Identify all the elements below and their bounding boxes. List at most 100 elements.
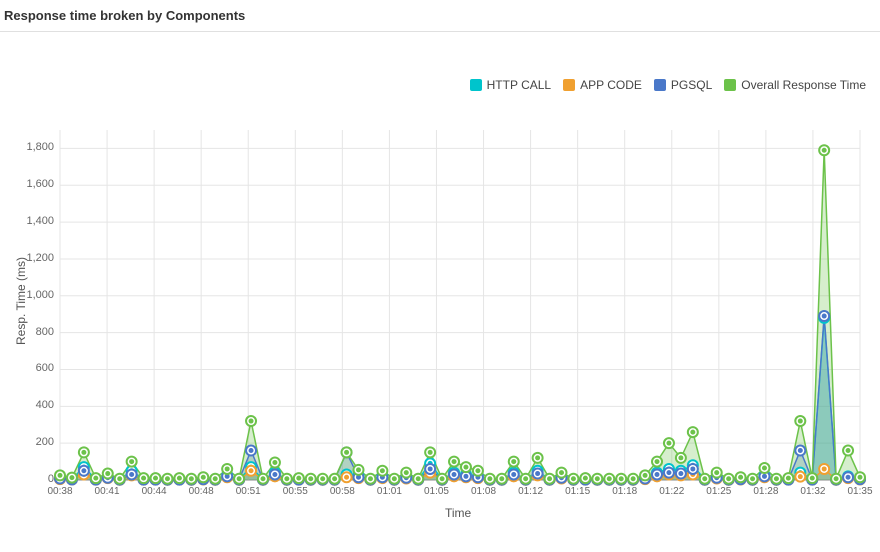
series-line [60, 316, 860, 480]
series-marker-dot [798, 474, 803, 479]
series-marker-dot [511, 459, 516, 464]
series-marker-dot [463, 465, 468, 470]
series-marker-dot [499, 476, 504, 481]
series-marker-dot [58, 473, 63, 478]
series-marker-dot [69, 475, 74, 480]
legend-item[interactable]: PGSQL [654, 78, 712, 92]
series-marker-dot [834, 476, 839, 481]
y-tick-label: 1,800 [8, 141, 54, 153]
series-marker-dot [284, 476, 289, 481]
series-marker-dot [440, 476, 445, 481]
x-tick-label: 00:51 [230, 486, 266, 497]
series-marker-dot [822, 314, 827, 319]
series-marker-dot [678, 471, 683, 476]
series-marker-dot [702, 476, 707, 481]
y-tick-label: 0 [8, 473, 54, 485]
series-marker-dot [201, 475, 206, 480]
series-marker-dot [81, 468, 86, 473]
series-marker-dot [846, 475, 851, 480]
y-tick-label: 1,400 [8, 215, 54, 227]
series-marker-dot [189, 476, 194, 481]
chart-title: Response time broken by Components [0, 0, 880, 32]
series-marker-dot [547, 476, 552, 481]
legend-item[interactable]: HTTP CALL [470, 78, 551, 92]
chart-legend: HTTP CALL APP CODE PGSQL Overall Response T… [458, 78, 866, 94]
series-marker-dot [153, 476, 158, 481]
y-axis-label: Resp. Time (ms) [14, 257, 28, 345]
series-marker-dot [225, 466, 230, 471]
series-marker-dot [81, 450, 86, 455]
series-marker-dot [690, 430, 695, 435]
series-marker-dot [249, 468, 254, 473]
legend-swatch [654, 79, 666, 91]
legend-item[interactable]: Overall Response Time [724, 78, 866, 92]
legend-swatch [724, 79, 736, 91]
gridlines [60, 148, 860, 480]
series-marker-dot [666, 441, 671, 446]
chart-area: 02004006008001,0001,2001,4001,6001,800 0… [0, 100, 880, 530]
series-marker-dot [117, 476, 122, 481]
series-marker-dot [177, 476, 182, 481]
series-marker-dot [392, 476, 397, 481]
y-tick-label: 200 [8, 436, 54, 448]
series-marker-dot [308, 476, 313, 481]
series-marker-dot [810, 476, 815, 481]
x-tick-label: 00:41 [89, 486, 125, 497]
x-tick-label: 01:18 [607, 486, 643, 497]
series-marker-dot [738, 475, 743, 480]
x-tick-label: 00:48 [183, 486, 219, 497]
series-marker-dot [666, 470, 671, 475]
series-marker-dot [141, 476, 146, 481]
series-marker-dot [858, 475, 863, 480]
series-marker-dot [320, 476, 325, 481]
series-marker-dot [344, 450, 349, 455]
series-marker-dot [762, 474, 767, 479]
series-marker-dot [368, 476, 373, 481]
series-marker-dot [607, 476, 612, 481]
series-marker-dot [452, 472, 457, 477]
series-marker-dot [619, 476, 624, 481]
series-marker-dot [105, 471, 110, 476]
series-marker-dot [404, 470, 409, 475]
x-tick-label: 01:12 [513, 486, 549, 497]
series-marker-dot [714, 470, 719, 475]
x-tick-label: 01:08 [466, 486, 502, 497]
series-marker-dot [129, 472, 134, 477]
x-tick-label: 00:58 [324, 486, 360, 497]
series-marker-dot [631, 476, 636, 481]
series-marker-dot [463, 474, 468, 479]
series-marker-dot [678, 455, 683, 460]
series-marker-dot [726, 476, 731, 481]
series-marker-dot [213, 476, 218, 481]
series-marker-dot [523, 476, 528, 481]
series-area [60, 318, 860, 480]
legend-swatch [563, 79, 575, 91]
series-marker-dot [846, 448, 851, 453]
series-marker-dot [452, 459, 457, 464]
series-line [60, 150, 860, 478]
series-marker-dot [487, 476, 492, 481]
series-marker-dot [237, 476, 242, 481]
series-marker-dot [786, 476, 791, 481]
legend-item[interactable]: APP CODE [563, 78, 642, 92]
series-marker-dot [762, 466, 767, 471]
y-tick-label: 1,600 [8, 178, 54, 190]
series-marker-dot [535, 455, 540, 460]
series-marker-dot [559, 470, 564, 475]
series-marker-dot [428, 450, 433, 455]
series-marker-dot [822, 466, 827, 471]
series-marker-dot [690, 466, 695, 471]
x-tick-label: 00:44 [136, 486, 172, 497]
series-area [60, 150, 860, 480]
x-tick-label: 01:01 [371, 486, 407, 497]
series-marker-dot [511, 472, 516, 477]
x-tick-label: 01:32 [795, 486, 831, 497]
series-marker-dot [272, 472, 277, 477]
x-tick-label: 01:22 [654, 486, 690, 497]
series-marker-dot [93, 476, 98, 481]
x-tick-label: 00:55 [277, 486, 313, 497]
series-marker-dot [165, 476, 170, 481]
series-marker-dot [822, 148, 827, 153]
x-tick-label: 01:25 [701, 486, 737, 497]
series-marker-dot [655, 459, 660, 464]
